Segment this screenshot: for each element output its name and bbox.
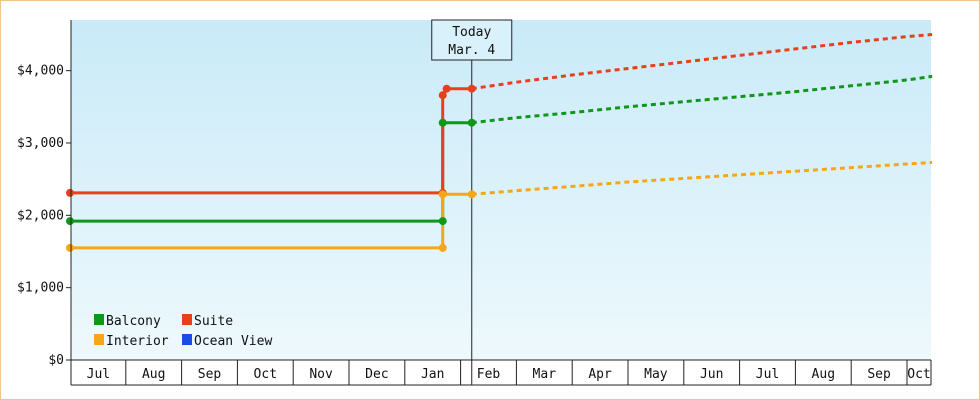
data-point-balcony bbox=[438, 217, 447, 226]
data-point-suite bbox=[66, 188, 74, 197]
data-point-suite bbox=[438, 91, 447, 100]
x-tick-label: Mar bbox=[533, 367, 557, 382]
x-tick-label: Dec bbox=[365, 367, 388, 382]
series-line-balcony-forecast bbox=[471, 74, 933, 125]
data-point-balcony bbox=[438, 118, 447, 127]
x-tick-label: Sep bbox=[867, 367, 891, 382]
x-tick-label: Apr bbox=[588, 367, 612, 382]
x-tick-label: May bbox=[644, 367, 668, 382]
series-line-interior-forecast bbox=[471, 161, 933, 196]
data-point-interior bbox=[66, 243, 74, 252]
x-tick-label: Aug bbox=[812, 367, 835, 382]
y-tick-label: $2,000 bbox=[17, 208, 64, 223]
y-tick-label: $4,000 bbox=[17, 64, 64, 79]
x-tick-label: Feb bbox=[477, 367, 501, 382]
data-point-interior bbox=[438, 190, 447, 199]
x-tick-label: Nov bbox=[309, 367, 333, 382]
legend-swatch-balcony bbox=[94, 314, 104, 325]
x-tick-label: Oct bbox=[254, 367, 277, 382]
today-label-date: Mar. 4 bbox=[448, 43, 495, 58]
today-label-title: Today bbox=[452, 25, 491, 40]
x-tick-label: Jun bbox=[700, 367, 723, 382]
data-point-balcony bbox=[467, 118, 476, 127]
x-tick-label: Sep bbox=[198, 367, 222, 382]
data-point-suite bbox=[467, 84, 476, 93]
legend-label-suite: Suite bbox=[194, 314, 233, 329]
legend-swatch-suite bbox=[182, 314, 192, 325]
y-tick-label: $0 bbox=[48, 353, 64, 368]
x-tick-label: Oct bbox=[907, 367, 930, 382]
y-tick-label: $3,000 bbox=[17, 136, 64, 151]
legend-swatch-ocean-view bbox=[182, 334, 192, 345]
legend-swatch-interior bbox=[94, 334, 104, 345]
today-label-box bbox=[431, 19, 513, 61]
x-tick-label: Jul bbox=[756, 367, 779, 382]
data-point-interior bbox=[438, 243, 447, 252]
x-tick-label: Jul bbox=[87, 367, 110, 382]
data-point-interior bbox=[467, 190, 476, 199]
legend-label-balcony: Balcony bbox=[106, 314, 161, 329]
plot-background bbox=[71, 20, 931, 360]
series-line-suite-forecast bbox=[471, 33, 933, 91]
legend-label-interior: Interior bbox=[106, 334, 169, 349]
x-tick-label: Aug bbox=[142, 367, 165, 382]
x-tick-label: Jan bbox=[421, 367, 444, 382]
y-tick-label: $1,000 bbox=[17, 281, 64, 296]
data-point-balcony bbox=[66, 217, 74, 226]
legend-label-ocean-view: Ocean View bbox=[194, 334, 272, 349]
data-point-suite bbox=[442, 84, 451, 93]
